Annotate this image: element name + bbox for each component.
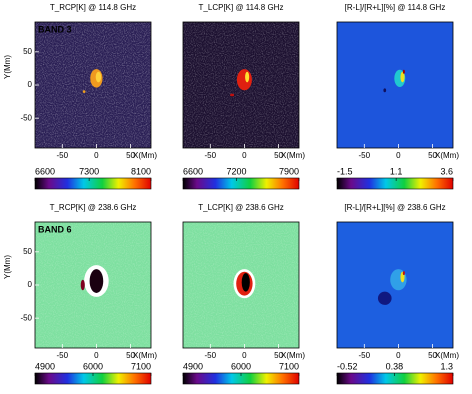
x-tick-label: 0 bbox=[94, 151, 99, 160]
band-label: BAND 3 bbox=[38, 24, 72, 34]
x-tick-label: 0 bbox=[242, 151, 247, 160]
map-feature bbox=[89, 269, 104, 293]
x-axis-label: X(Mm) bbox=[133, 351, 157, 360]
x-axis-label: X(Mm) bbox=[435, 151, 459, 160]
y-tick-label: 50 bbox=[23, 247, 32, 256]
colorbar-tick-label: 4900 bbox=[35, 361, 55, 371]
map-feature bbox=[82, 90, 86, 93]
map-feature bbox=[245, 71, 250, 83]
x-tick-label: 0 bbox=[396, 151, 401, 160]
colorbar bbox=[336, 372, 454, 385]
colorbar-tick-label: 7100 bbox=[131, 361, 151, 371]
colorbar-tick-label: -1.5 bbox=[337, 166, 353, 176]
x-axis-label: X(Mm) bbox=[133, 151, 157, 160]
panel-title: [R-L]/[R+L][%] @ 114.8 GHz bbox=[345, 3, 446, 12]
colorbar bbox=[336, 177, 454, 190]
x-tick-label: -50 bbox=[359, 151, 371, 160]
x-tick-label: 50 bbox=[126, 151, 135, 160]
colorbar-tick-label: 3.6 bbox=[440, 166, 453, 176]
colorbar-tick-label: 6000 bbox=[83, 361, 103, 371]
map-feature bbox=[241, 273, 250, 292]
colorbar-tick-label: 6600 bbox=[183, 166, 203, 176]
x-tick-label: -50 bbox=[205, 151, 217, 160]
map-feature bbox=[236, 69, 252, 91]
y-tick-label: 0 bbox=[28, 80, 33, 89]
colorbar-tick-label: 7100 bbox=[279, 361, 299, 371]
colorbar-tick-label: 1.1 bbox=[390, 166, 403, 176]
colorbar-tick-label: -0.52 bbox=[337, 361, 358, 371]
map-feature bbox=[400, 71, 405, 83]
x-tick-label: 0 bbox=[396, 351, 401, 360]
x-tick-label: -50 bbox=[359, 351, 371, 360]
x-tick-label: 0 bbox=[94, 351, 99, 360]
panel-title: T_RCP[K] @ 114.8 GHz bbox=[50, 3, 136, 12]
map-background bbox=[337, 22, 453, 148]
y-axis-label: Y(Mm) bbox=[3, 255, 12, 279]
colorbar-tick-label: 6000 bbox=[231, 361, 251, 371]
x-axis-label: X(Mm) bbox=[435, 351, 459, 360]
x-tick-label: 50 bbox=[274, 351, 283, 360]
colorbar-tick-label: 7900 bbox=[279, 166, 299, 176]
x-tick-label: 50 bbox=[428, 151, 437, 160]
colorbar bbox=[34, 177, 152, 190]
colorbar-tick-label: 7300 bbox=[79, 166, 99, 176]
colorbar-tick-label: 1.3 bbox=[440, 361, 453, 371]
x-tick-label: 0 bbox=[242, 351, 247, 360]
panel-title: T_RCP[K] @ 238.6 GHz bbox=[50, 203, 137, 212]
map-frame bbox=[182, 221, 300, 349]
panel-title: [R-L]/[R+L][%] @ 238.6 GHz bbox=[344, 203, 445, 212]
map-feature bbox=[377, 291, 392, 305]
y-tick-label: -50 bbox=[20, 113, 32, 122]
band-label: BAND 6 bbox=[38, 224, 72, 234]
x-tick-label: 50 bbox=[274, 151, 283, 160]
map-frame bbox=[336, 221, 454, 349]
colorbar-tick-label: 4900 bbox=[183, 361, 203, 371]
x-axis-label: X(Mm) bbox=[281, 151, 305, 160]
panel-title: T_LCP[K] @ 238.6 GHz bbox=[198, 203, 284, 212]
colorbar-tick-label: 7200 bbox=[227, 166, 247, 176]
y-tick-label: 0 bbox=[28, 280, 33, 289]
x-axis-label: X(Mm) bbox=[281, 351, 305, 360]
colorbar bbox=[182, 177, 300, 190]
y-tick-label: 50 bbox=[23, 47, 32, 56]
map-feature bbox=[402, 69, 405, 74]
map-frame bbox=[336, 21, 454, 149]
map-feature bbox=[383, 88, 387, 93]
panel-title: T_LCP[K] @ 114.8 GHz bbox=[199, 3, 284, 12]
colorbar-tick-label: 0.38 bbox=[386, 361, 404, 371]
map-feature bbox=[80, 279, 85, 291]
map-feature bbox=[95, 71, 102, 83]
x-tick-label: 50 bbox=[126, 351, 135, 360]
y-axis-label: Y(Mm) bbox=[3, 55, 12, 79]
map-feature bbox=[230, 93, 235, 97]
x-tick-label: -50 bbox=[57, 151, 69, 160]
x-tick-label: -50 bbox=[205, 351, 217, 360]
map-frame bbox=[182, 21, 300, 149]
x-tick-label: -50 bbox=[57, 351, 69, 360]
map-feature bbox=[402, 271, 405, 276]
y-tick-label: -50 bbox=[20, 313, 32, 322]
x-tick-label: 50 bbox=[428, 351, 437, 360]
colorbar-tick-label: 8100 bbox=[131, 166, 151, 176]
colorbar-tick-label: 6600 bbox=[35, 166, 55, 176]
